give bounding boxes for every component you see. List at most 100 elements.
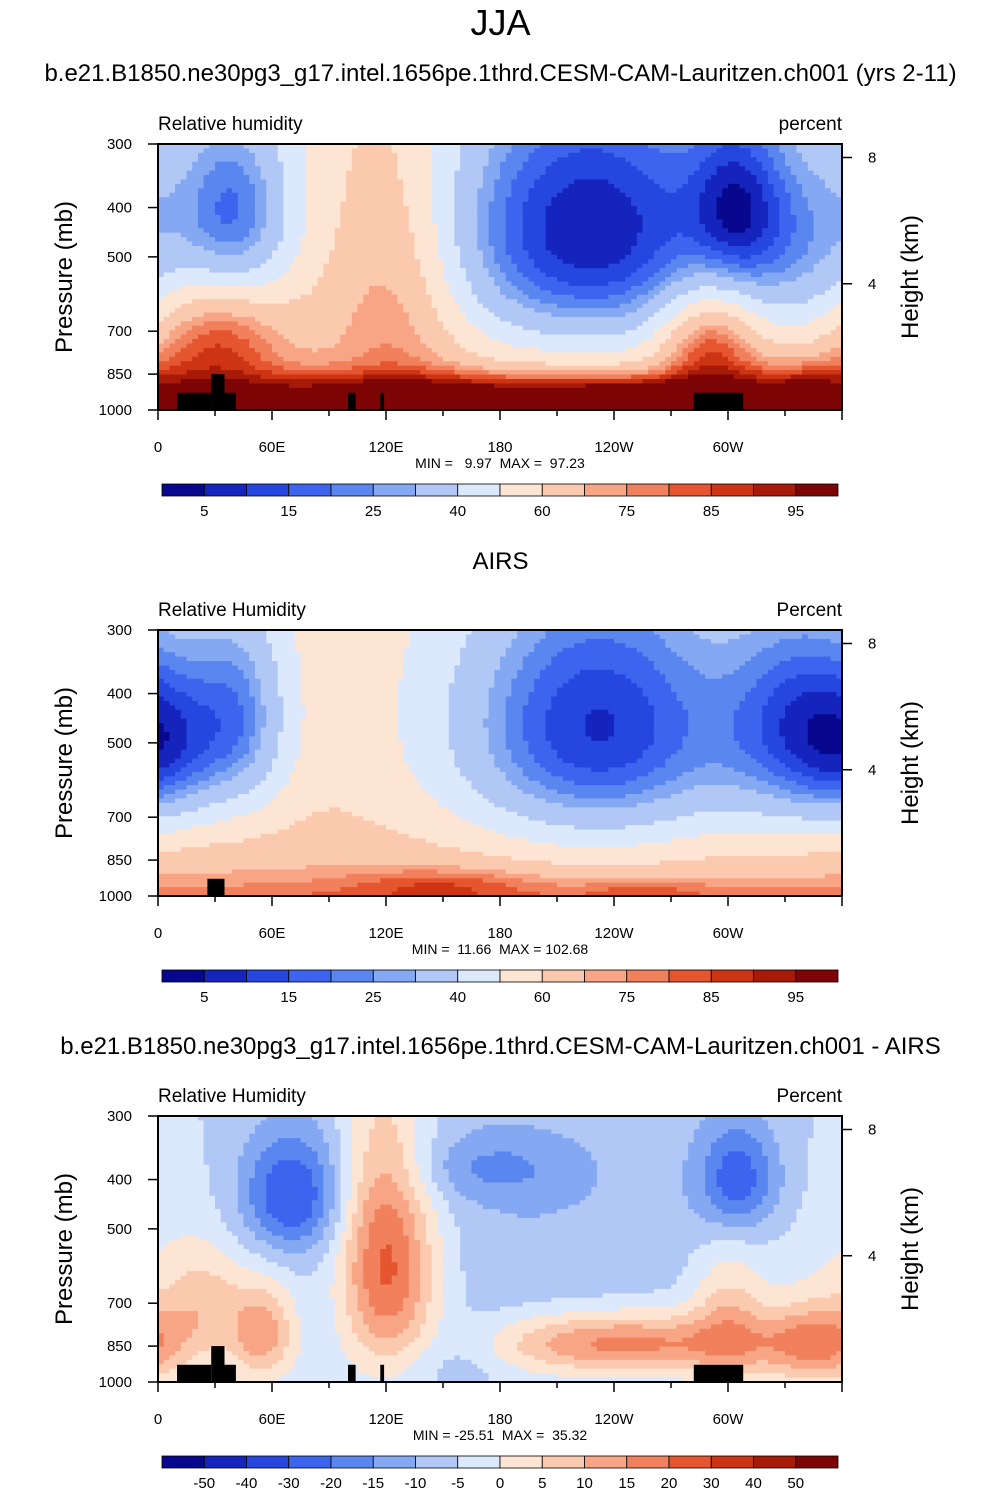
contour-cell (836, 1364, 843, 1370)
contour-cell (448, 718, 484, 724)
contour-cell (699, 1328, 752, 1334)
contour-cell (511, 179, 535, 185)
contour-cell (192, 339, 250, 345)
contour-cell (323, 1195, 336, 1201)
contour-cell (682, 1266, 712, 1272)
contour-cell (300, 1235, 324, 1241)
contour-cell (311, 1244, 330, 1250)
contour-cell (431, 1284, 444, 1290)
contour-cell (534, 643, 575, 649)
contour-cell (283, 219, 307, 225)
contour-cell (357, 1253, 364, 1259)
contour-cell (471, 630, 518, 636)
contour-cell (306, 1164, 324, 1170)
contour-cell (403, 303, 433, 309)
contour-cell (237, 1173, 256, 1179)
contour-cell (722, 219, 752, 225)
contour-cell (699, 285, 718, 291)
contour-cell (243, 370, 273, 376)
contour-cell (494, 281, 512, 287)
contour-cell (346, 183, 404, 189)
contour-cell (408, 634, 467, 640)
contour-cell (334, 1124, 353, 1130)
contour-cell (294, 634, 410, 640)
contour-cell (180, 232, 210, 238)
contour-cell (665, 303, 689, 309)
contour-cell (494, 197, 507, 203)
contour-cell (397, 709, 450, 715)
contour-cell (283, 1311, 296, 1317)
contour-cell (528, 749, 558, 755)
contour-cell (682, 740, 740, 746)
contour-cell (443, 272, 467, 278)
contour-cell (391, 1120, 416, 1126)
contour-cell (443, 1284, 467, 1290)
contour-cell (431, 1173, 450, 1179)
contour-cell (762, 161, 775, 167)
contour-cell (750, 687, 775, 693)
contour-cell (557, 882, 587, 888)
contour-cell (642, 321, 666, 327)
contour-cell (454, 370, 490, 376)
contour-cell (505, 237, 524, 243)
contour-cell (294, 1355, 347, 1361)
contour-cell (465, 1293, 604, 1299)
contour-cell (693, 1209, 723, 1215)
contour-cell (807, 1164, 843, 1170)
contour-cell (551, 700, 649, 706)
contour-cell (158, 201, 199, 207)
contour-cell (488, 157, 507, 163)
contour-cell (762, 811, 843, 817)
contour-cell (619, 303, 644, 309)
contour-cell (443, 1271, 467, 1277)
contour-cell (363, 1266, 381, 1272)
contour-cell (750, 361, 769, 367)
contour-cell (728, 1151, 746, 1157)
contour-cell (762, 709, 786, 715)
contour-cell (249, 1186, 267, 1192)
contour-cell (340, 210, 410, 216)
contour-cell (779, 219, 797, 225)
contour-cell (158, 175, 188, 181)
contour-cell (688, 1147, 712, 1153)
contour-cell (528, 838, 672, 844)
colorbar-box (203, 969, 247, 983)
contour-cell (807, 206, 843, 212)
colorbar-label: -15 (362, 1475, 384, 1492)
contour-cell (203, 767, 227, 773)
contour-cell (500, 285, 518, 291)
contour-cell (477, 1200, 581, 1206)
contour-cell (243, 727, 256, 733)
contour-cell (243, 669, 256, 675)
contour-cell (169, 343, 188, 349)
contour-cell (254, 674, 279, 680)
contour-cell (557, 1373, 786, 1379)
contour-cell (254, 157, 279, 163)
contour-cell (517, 763, 541, 769)
contour-cell (454, 219, 478, 225)
contour-cell (431, 1257, 444, 1263)
contour-cell (158, 1364, 182, 1370)
contour-cell (226, 798, 273, 804)
contour-cell (380, 1271, 398, 1277)
contour-cell (158, 1253, 227, 1259)
contour-cell (642, 378, 666, 384)
contour-cell (807, 1142, 843, 1148)
contour-cell (688, 179, 706, 185)
contour-cell (488, 1373, 558, 1379)
contour-cell (397, 705, 450, 711)
contour-cell (300, 723, 398, 729)
contour-cell (374, 1306, 404, 1312)
contour-cell (756, 683, 780, 689)
contour-cell (745, 308, 832, 314)
contour-cell (693, 767, 735, 773)
contour-cell (767, 175, 780, 181)
colorbar-box (330, 1455, 374, 1469)
contour-cell (739, 303, 837, 309)
contour-cell (465, 277, 495, 283)
contour-cell (796, 277, 843, 283)
contour-cell (158, 1244, 165, 1250)
colorbar-box (415, 1455, 459, 1469)
contour-cell (767, 696, 797, 702)
contour-cell (796, 696, 843, 702)
